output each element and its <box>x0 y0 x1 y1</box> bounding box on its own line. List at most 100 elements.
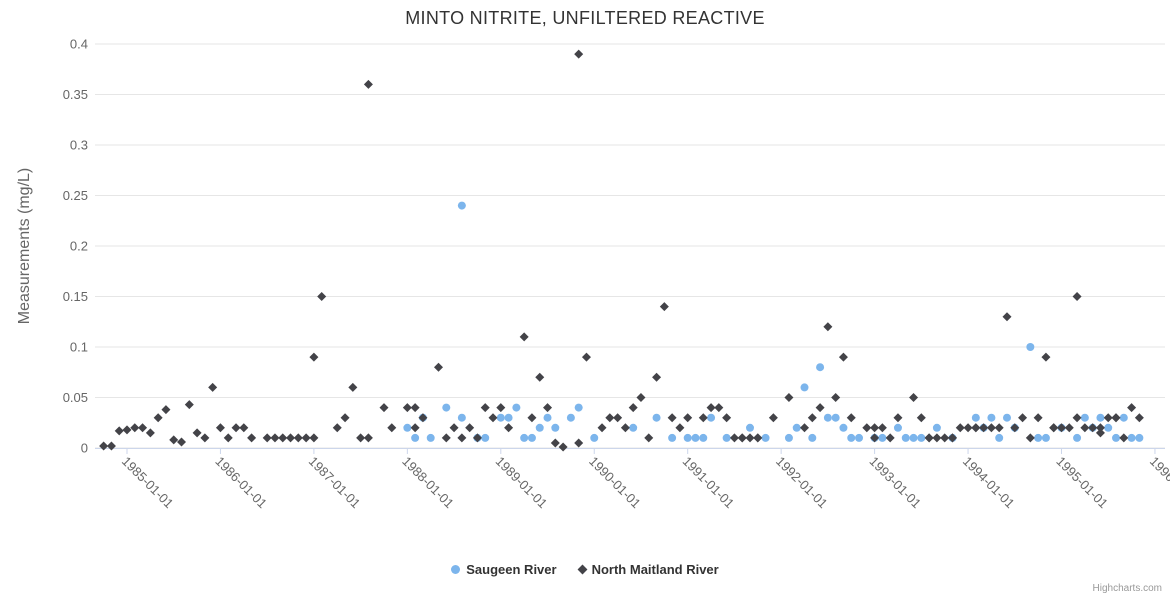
data-point-diamond[interactable] <box>714 403 724 413</box>
data-point-diamond[interactable] <box>387 423 397 433</box>
data-point-diamond[interactable] <box>955 423 965 433</box>
data-point-diamond[interactable] <box>106 441 116 451</box>
data-point-diamond[interactable] <box>1033 413 1043 423</box>
data-point-circle[interactable] <box>816 363 825 372</box>
data-point-circle[interactable] <box>668 433 677 442</box>
data-point-circle[interactable] <box>699 433 708 442</box>
data-point-diamond[interactable] <box>558 442 568 452</box>
data-point-circle[interactable] <box>792 423 801 432</box>
data-point-diamond[interactable] <box>309 433 319 443</box>
data-point-circle[interactable] <box>808 433 817 442</box>
data-point-diamond[interactable] <box>1119 433 1129 443</box>
data-point-circle[interactable] <box>831 413 840 422</box>
data-point-diamond[interactable] <box>192 428 202 438</box>
data-point-circle[interactable] <box>823 413 832 422</box>
data-point-diamond[interactable] <box>698 413 708 423</box>
data-point-circle[interactable] <box>1080 413 1089 422</box>
data-point-circle[interactable] <box>426 433 435 442</box>
data-point-circle[interactable] <box>527 433 536 442</box>
data-point-diamond[interactable] <box>130 423 140 433</box>
data-point-diamond[interactable] <box>286 433 296 443</box>
data-point-diamond[interactable] <box>215 423 225 433</box>
data-point-diamond[interactable] <box>161 405 171 415</box>
data-point-diamond[interactable] <box>410 423 420 433</box>
data-point-diamond[interactable] <box>737 433 747 443</box>
data-point-circle[interactable] <box>590 433 599 442</box>
data-point-diamond[interactable] <box>472 433 482 443</box>
data-point-diamond[interactable] <box>504 423 514 433</box>
data-point-diamond[interactable] <box>270 433 280 443</box>
data-point-circle[interactable] <box>995 433 1004 442</box>
data-point-diamond[interactable] <box>683 413 693 423</box>
data-point-diamond[interactable] <box>628 403 638 413</box>
data-point-diamond[interactable] <box>885 433 895 443</box>
data-point-diamond[interactable] <box>1134 413 1144 423</box>
data-point-circle[interactable] <box>1002 413 1011 422</box>
data-point-circle[interactable] <box>847 433 856 442</box>
data-point-diamond[interactable] <box>831 393 841 402</box>
data-point-diamond[interactable] <box>574 438 584 448</box>
data-point-circle[interactable] <box>1104 423 1113 432</box>
data-point-diamond[interactable] <box>223 433 233 443</box>
data-point-circle[interactable] <box>535 423 544 432</box>
data-point-diamond[interactable] <box>729 433 739 443</box>
data-point-diamond[interactable] <box>745 433 755 443</box>
data-point-diamond[interactable] <box>994 423 1004 433</box>
data-point-diamond[interactable] <box>1095 423 1105 433</box>
data-point-circle[interactable] <box>512 403 521 412</box>
data-point-circle[interactable] <box>691 433 700 442</box>
data-point-diamond[interactable] <box>480 403 490 413</box>
data-point-diamond[interactable] <box>1002 312 1012 322</box>
data-point-diamond[interactable] <box>1064 423 1074 433</box>
data-point-diamond[interactable] <box>574 49 584 59</box>
data-point-diamond[interactable] <box>340 413 350 423</box>
data-point-diamond[interactable] <box>1018 413 1028 423</box>
data-point-diamond[interactable] <box>434 362 443 372</box>
data-point-circle[interactable] <box>652 413 661 422</box>
data-point-diamond[interactable] <box>200 433 210 443</box>
data-point-diamond[interactable] <box>247 433 257 443</box>
legend-item-saugeen-river[interactable]: Saugeen River <box>451 562 557 577</box>
data-point-diamond[interactable] <box>1080 423 1090 433</box>
data-point-diamond[interactable] <box>644 433 654 443</box>
data-point-circle[interactable] <box>551 423 560 432</box>
data-point-circle[interactable] <box>707 413 716 422</box>
data-point-circle[interactable] <box>917 433 926 442</box>
data-point-diamond[interactable] <box>1088 423 1098 433</box>
legend-item-north-maitland-river[interactable]: North Maitland River <box>577 562 719 577</box>
data-point-diamond[interactable] <box>986 423 996 433</box>
data-point-circle[interactable] <box>909 433 918 442</box>
data-point-diamond[interactable] <box>916 413 926 423</box>
data-point-circle[interactable] <box>1096 413 1105 422</box>
data-point-diamond[interactable] <box>169 435 179 445</box>
data-point-diamond[interactable] <box>1049 423 1059 433</box>
data-point-diamond[interactable] <box>488 413 498 423</box>
data-point-diamond[interactable] <box>846 413 856 423</box>
data-point-diamond[interactable] <box>620 423 630 433</box>
data-point-diamond[interactable] <box>870 423 880 433</box>
data-point-diamond[interactable] <box>971 423 981 433</box>
data-point-diamond[interactable] <box>667 413 677 423</box>
data-point-circle[interactable] <box>457 201 466 210</box>
data-point-diamond[interactable] <box>753 433 763 443</box>
data-point-diamond[interactable] <box>138 423 148 433</box>
data-point-diamond[interactable] <box>862 423 872 433</box>
data-point-diamond[interactable] <box>605 413 615 423</box>
data-point-circle[interactable] <box>1073 433 1082 442</box>
data-point-diamond[interactable] <box>145 428 155 438</box>
data-point-diamond[interactable] <box>262 433 272 443</box>
data-point-diamond[interactable] <box>1103 413 1113 423</box>
data-point-circle[interactable] <box>403 423 412 432</box>
data-point-diamond[interactable] <box>122 425 132 435</box>
data-point-diamond[interactable] <box>208 382 218 392</box>
data-point-circle[interactable] <box>761 433 770 442</box>
data-point-circle[interactable] <box>1112 433 1121 442</box>
data-point-diamond[interactable] <box>184 400 194 410</box>
data-point-diamond[interactable] <box>177 437 187 447</box>
data-point-diamond[interactable] <box>979 423 989 433</box>
data-point-diamond[interactable] <box>535 372 545 382</box>
data-point-diamond[interactable] <box>1072 413 1082 423</box>
data-point-diamond[interactable] <box>909 393 919 402</box>
data-point-diamond[interactable] <box>363 79 373 89</box>
data-point-diamond[interactable] <box>932 433 942 443</box>
